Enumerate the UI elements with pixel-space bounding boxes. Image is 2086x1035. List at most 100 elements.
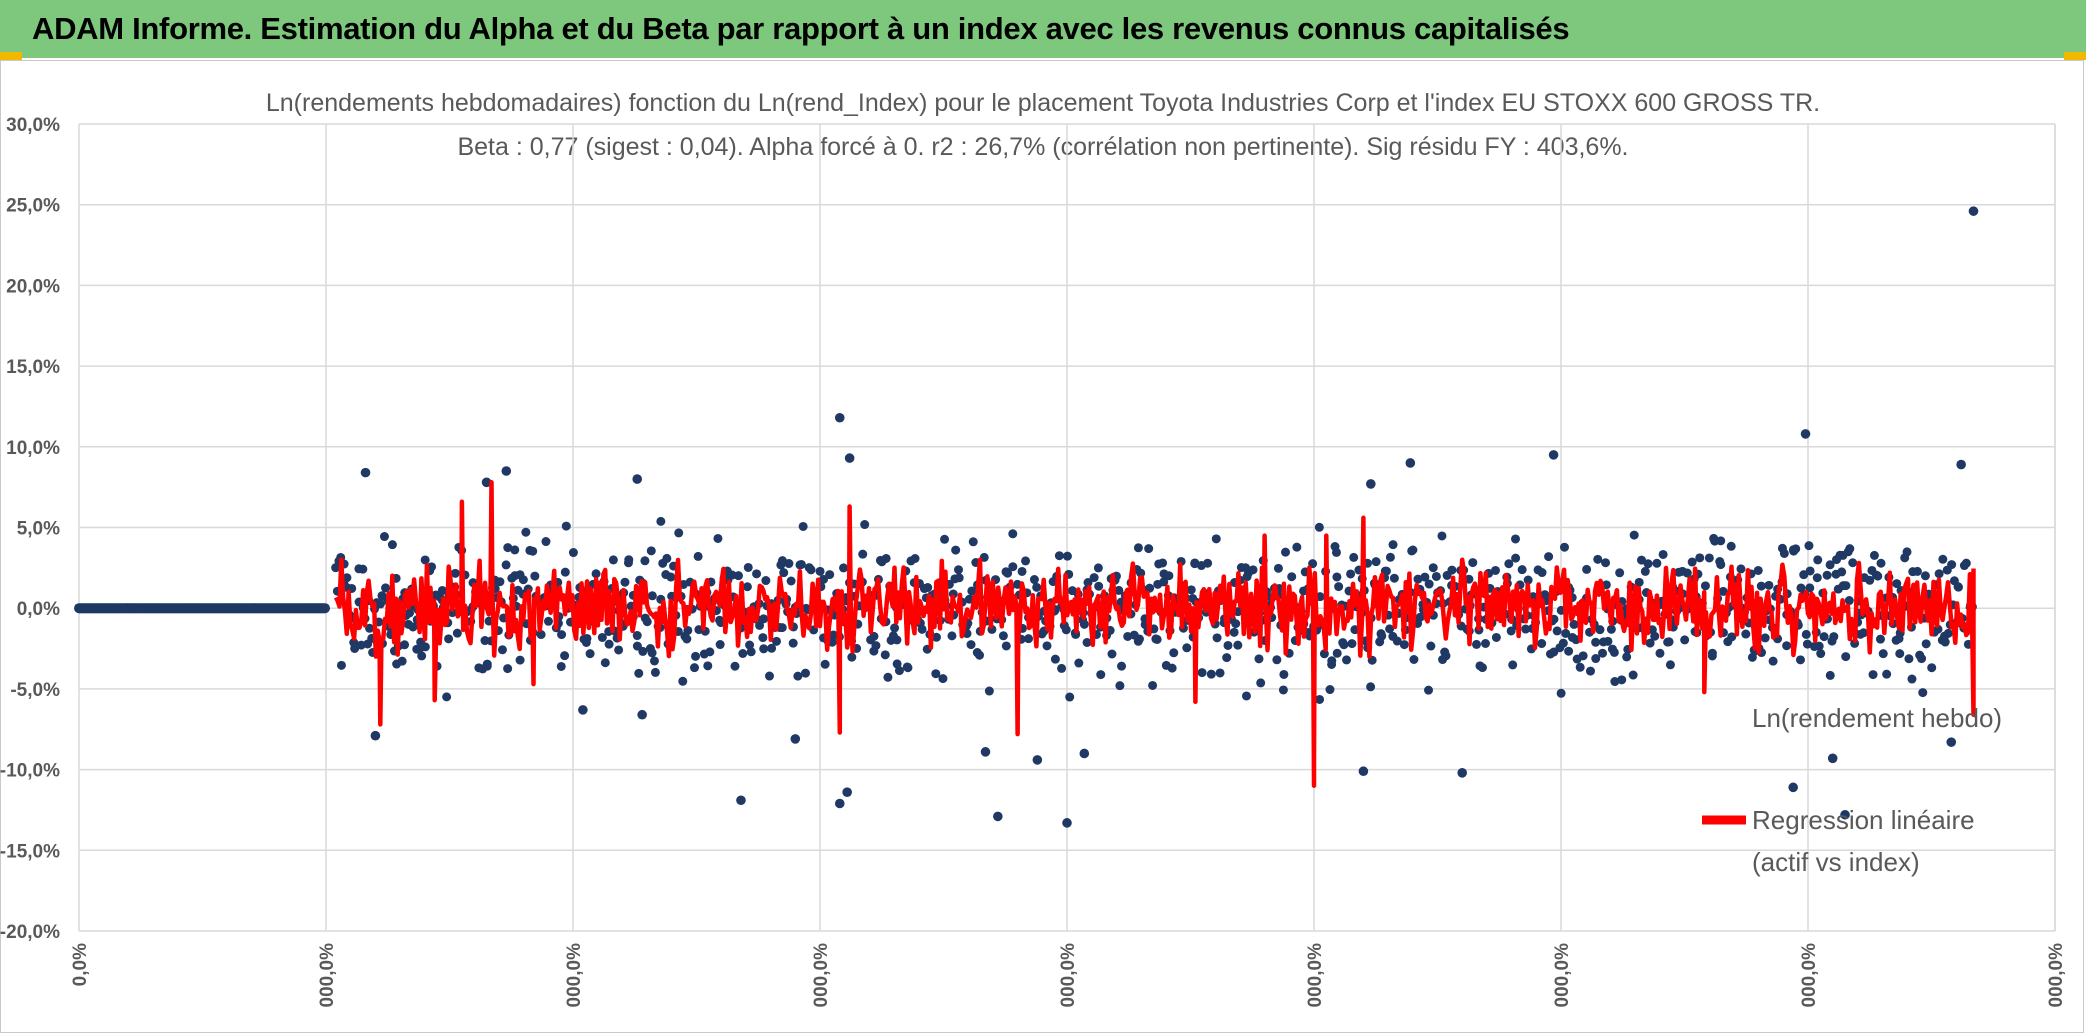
data-point	[1029, 575, 1039, 585]
data-point	[1134, 634, 1144, 644]
data-point	[647, 648, 657, 658]
data-point	[1837, 567, 1847, 577]
data-point	[1377, 631, 1387, 641]
data-point	[1197, 668, 1207, 678]
data-point	[320, 603, 331, 614]
data-point	[1756, 581, 1766, 591]
data-point	[379, 532, 389, 542]
data-point	[1062, 551, 1072, 561]
data-point	[1339, 640, 1349, 650]
data-point	[1585, 666, 1595, 676]
y-tick-label: -20,0%	[0, 922, 60, 943]
data-point-outlier	[1079, 748, 1090, 759]
data-point-outlier	[842, 787, 852, 797]
x-tick-label: 0,0%	[70, 943, 91, 986]
data-point	[1428, 563, 1438, 573]
data-point	[689, 663, 699, 673]
data-point	[975, 650, 985, 660]
data-point	[1388, 540, 1398, 550]
data-point	[1622, 652, 1632, 662]
data-point	[1089, 573, 1099, 583]
data-point-outlier	[980, 747, 991, 757]
data-point	[1876, 558, 1886, 568]
data-point	[674, 528, 684, 538]
data-point-outlier	[632, 474, 643, 484]
data-point	[1159, 577, 1169, 587]
y-tick-label: -5,0%	[10, 680, 60, 701]
data-point-outlier	[736, 795, 746, 806]
data-point	[1779, 548, 1789, 558]
data-point	[1882, 669, 1892, 679]
data-point	[624, 555, 634, 565]
data-point	[1841, 581, 1851, 591]
data-point	[1392, 636, 1402, 646]
data-point	[1825, 670, 1835, 680]
data-point	[767, 643, 777, 653]
data-point	[1182, 643, 1192, 653]
data-point	[1504, 559, 1514, 569]
data-point	[1844, 596, 1854, 606]
data-point	[1327, 659, 1337, 669]
data-point	[358, 564, 368, 574]
data-point	[764, 671, 774, 681]
data-point	[1332, 572, 1342, 582]
data-point	[1167, 663, 1177, 673]
data-point	[1314, 522, 1324, 532]
x-tick-label: 000,0%	[317, 943, 338, 1008]
data-point	[1211, 534, 1221, 544]
data-point	[1895, 649, 1905, 659]
y-tick-label: -10,0%	[0, 761, 60, 782]
data-point	[1115, 681, 1125, 691]
data-point	[1272, 655, 1282, 665]
data-point	[759, 614, 769, 624]
data-point	[940, 534, 950, 544]
data-point	[1961, 558, 1971, 568]
data-point	[1819, 632, 1829, 642]
data-point	[444, 634, 454, 644]
data-point	[1334, 582, 1344, 592]
data-point	[1609, 647, 1619, 657]
data-point	[482, 661, 492, 671]
data-point	[1814, 641, 1824, 651]
data-point	[1017, 566, 1027, 576]
data-point	[1008, 562, 1018, 572]
data-point	[1907, 674, 1917, 684]
report-title: ADAM Informe. Estimation du Alpha et du …	[32, 11, 1570, 46]
data-point	[1511, 553, 1521, 563]
data-point	[1231, 619, 1241, 629]
data-point	[771, 636, 781, 646]
data-point	[759, 644, 769, 654]
x-axis-labels: 0,0% 000,0% 000,0% 000,0% 000,0% 000,0% 000,0%…	[70, 943, 2067, 1008]
data-point	[336, 660, 346, 670]
data-point	[427, 562, 437, 572]
data-point	[1848, 558, 1858, 568]
data-point	[1564, 646, 1574, 656]
data-point	[682, 634, 692, 644]
data-point	[1447, 565, 1457, 575]
data-point	[1760, 633, 1770, 643]
data-point	[1279, 669, 1289, 679]
data-point	[800, 668, 810, 678]
data-point	[1934, 569, 1944, 579]
data-point-outlier	[578, 705, 588, 715]
data-point	[1558, 638, 1568, 648]
scatter-points	[74, 206, 1979, 828]
data-point	[1241, 691, 1251, 701]
data-point	[1021, 556, 1031, 566]
data-point	[1381, 566, 1391, 576]
data-point	[1424, 685, 1434, 695]
data-point	[1523, 575, 1533, 585]
data-point	[968, 537, 978, 547]
data-point	[1491, 632, 1501, 642]
data-point-outlier	[834, 412, 845, 423]
data-point	[1490, 565, 1500, 575]
data-point-outlier	[1062, 818, 1072, 828]
data-point	[400, 640, 410, 650]
data-point	[1812, 573, 1822, 583]
data-point	[1559, 542, 1569, 552]
data-point	[1556, 688, 1566, 698]
data-point	[1718, 586, 1728, 596]
data-point	[1816, 649, 1826, 659]
data-point	[543, 616, 553, 626]
data-point	[1477, 663, 1487, 673]
